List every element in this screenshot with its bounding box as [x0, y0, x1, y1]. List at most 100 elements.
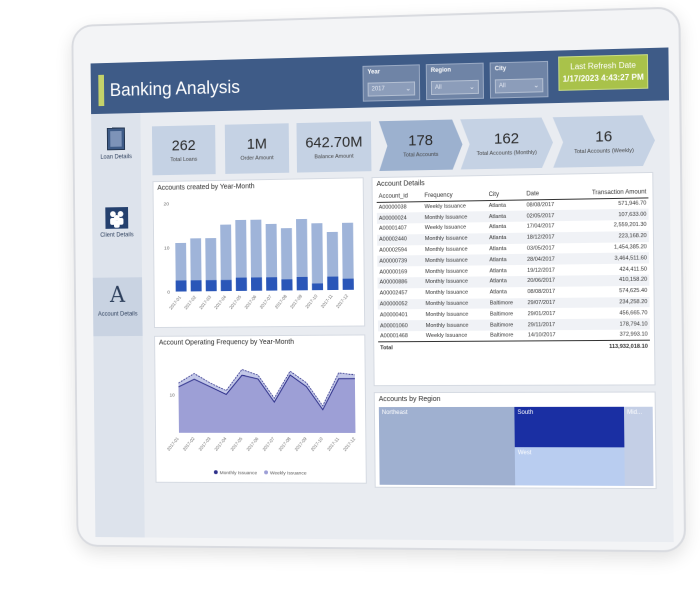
table-cell: Monthly Issuance [423, 255, 487, 267]
table-cell: Atlanta [487, 211, 525, 222]
chart-title: Accounts created by Year-Month [157, 183, 254, 192]
table-cell: 08/08/2017 [525, 287, 569, 298]
treemap-title: Accounts by Region [379, 396, 441, 403]
kpi-caption: Order Amount [225, 155, 289, 162]
bar-total [311, 223, 323, 290]
region-dropdown[interactable]: All ⌄ [431, 80, 479, 95]
table-cell: A00001407 [377, 223, 423, 234]
column-header[interactable]: Date [524, 189, 568, 200]
bar-dark [312, 283, 323, 290]
frequency-panel: Account Operating Frequency by Year-Mont… [154, 334, 367, 483]
treemap-tile-midwest[interactable]: Mid... [624, 407, 654, 486]
table-cell: 02/05/2017 [524, 210, 568, 222]
table-cell: A00000739 [377, 256, 423, 267]
x-tick-label: 2017-03 [198, 294, 212, 310]
treemap-tile-west[interactable]: West [515, 447, 625, 486]
kpi-total-accounts: 178 Total Accounts [379, 119, 463, 171]
table-cell: A00002594 [377, 245, 423, 256]
header-bar: Banking Analysis Year 2017 ⌄ Region All ⌄ … [91, 47, 669, 114]
table-cell: Monthly Issuance [423, 287, 487, 298]
table-cell: Atlanta [488, 287, 526, 298]
refresh-label: Last Refresh Date [559, 60, 647, 71]
x-tick-label: 2017-10 [304, 293, 318, 309]
legend-weekly-dot [264, 470, 268, 474]
table-cell: Monthly Issuance [423, 266, 487, 278]
total-value: 113,932,018.10 [570, 341, 650, 352]
chevron-down-icon: ⌄ [405, 85, 411, 93]
slicer-label: City [495, 66, 506, 72]
year-dropdown[interactable]: 2017 ⌄ [368, 81, 416, 96]
accounts-by-region-panel: Accounts by Region Northeast South West … [374, 391, 657, 489]
table-title: Account Details [376, 180, 424, 188]
treemap-tile-south[interactable]: South [514, 407, 624, 448]
kpi-total-loans: 262 Total Loans [152, 125, 216, 175]
table-cell: 456,665.70 [569, 308, 649, 320]
column-header[interactable]: Account_id [377, 191, 423, 202]
kpi-value: 16 [553, 127, 655, 146]
table-cell: Weekly Issuance [424, 331, 488, 342]
nav-label: Account Details [98, 312, 138, 318]
table-cell: Baltimore [488, 320, 526, 331]
bar-dark [327, 277, 338, 291]
table-cell: Atlanta [488, 276, 526, 287]
bar-dark [206, 280, 217, 291]
table-cell: Baltimore [488, 309, 526, 320]
kpi-value: 1M [225, 135, 289, 153]
bar-dark [221, 280, 232, 291]
x-tick-label: 2017-01 [168, 294, 182, 310]
table-cell: Atlanta [487, 243, 525, 254]
table-cell: 29/07/2017 [525, 297, 569, 308]
slicer-label: Year [367, 69, 380, 75]
nav-item-account-details[interactable]: A Account Details [93, 277, 143, 336]
bar-dark [176, 280, 187, 291]
accounts-bar-chart: 010202017-01 2017-02 2017-03 2017-04 2017-05… [154, 192, 365, 327]
column-header[interactable]: City [487, 189, 525, 200]
tile-label: West [518, 450, 532, 456]
last-refresh-card: Last Refresh Date 1/17/2023 4:43:27 PM [558, 54, 648, 91]
city-slicer[interactable]: City All ⌄ [490, 61, 549, 99]
x-tick-label: 2017-01 [166, 436, 180, 452]
x-tick-label: 2017-12 [335, 293, 349, 309]
table-cell: Monthly Issuance [424, 298, 488, 309]
table-cell: A00001060 [378, 320, 424, 331]
kpi-balance-amount: 642.70M Balance Amount [296, 121, 371, 172]
legend-weekly-label: Weekly Issuance [270, 470, 307, 476]
x-tick-label: 2017-09 [289, 293, 303, 309]
year-slicer[interactable]: Year 2017 ⌄ [362, 64, 420, 101]
table-cell: Monthly Issuance [424, 320, 488, 331]
x-tick-label: 2017-02 [182, 436, 196, 452]
table-cell: A00000052 [378, 299, 424, 310]
nav-item-client-details[interactable]: Client Details [92, 207, 142, 239]
table-cell: Atlanta [487, 254, 525, 265]
slicer-label: Region [431, 68, 451, 75]
kpi-caption: Total Accounts (Weekly) [553, 147, 655, 155]
account-details-panel: Account Details Account_id Frequency City D… [372, 172, 656, 386]
people-icon [105, 207, 128, 229]
table-cell: 18/12/2017 [525, 232, 569, 243]
side-nav: Loan Details Client Details A Account De… [91, 113, 145, 538]
kpi-total-accounts-monthly: 162 Total Accounts (Monthly) [460, 117, 553, 169]
table-cell: 17/04/2017 [525, 221, 569, 233]
x-tick-label: 2017-10 [310, 436, 324, 452]
tablet-frame: Banking Analysis Year 2017 ⌄ Region All ⌄ … [71, 6, 686, 552]
x-tick-label: 2017-09 [294, 436, 308, 452]
page-title: Banking Analysis [110, 77, 240, 101]
legend-monthly-label: Monthly Issuance [220, 470, 258, 476]
dashboard-screen: Banking Analysis Year 2017 ⌄ Region All ⌄ … [91, 47, 674, 542]
treemap-tile-northeast[interactable]: Northeast [379, 407, 515, 485]
bar-dark [236, 278, 247, 291]
table-cell: 574,625.40 [569, 286, 649, 298]
refresh-value: 1/17/2023 4:43:27 PM [559, 72, 647, 83]
table-cell: A00001468 [378, 331, 424, 342]
table-cell: 29/01/2017 [525, 308, 569, 319]
table-total-row: Total 113,932,018.10 [378, 341, 650, 353]
table-cell: 29/11/2017 [526, 319, 570, 330]
bar-dark [266, 277, 277, 290]
table-cell: 08/08/2017 [524, 199, 568, 211]
bar-dark [343, 279, 354, 290]
nav-item-loan-details[interactable]: Loan Details [91, 127, 141, 161]
city-dropdown[interactable]: All ⌄ [495, 78, 544, 93]
x-tick-label: 2017-08 [278, 436, 292, 452]
region-slicer[interactable]: Region All ⌄ [426, 63, 484, 101]
kpi-caption: Total Accounts [379, 151, 462, 159]
